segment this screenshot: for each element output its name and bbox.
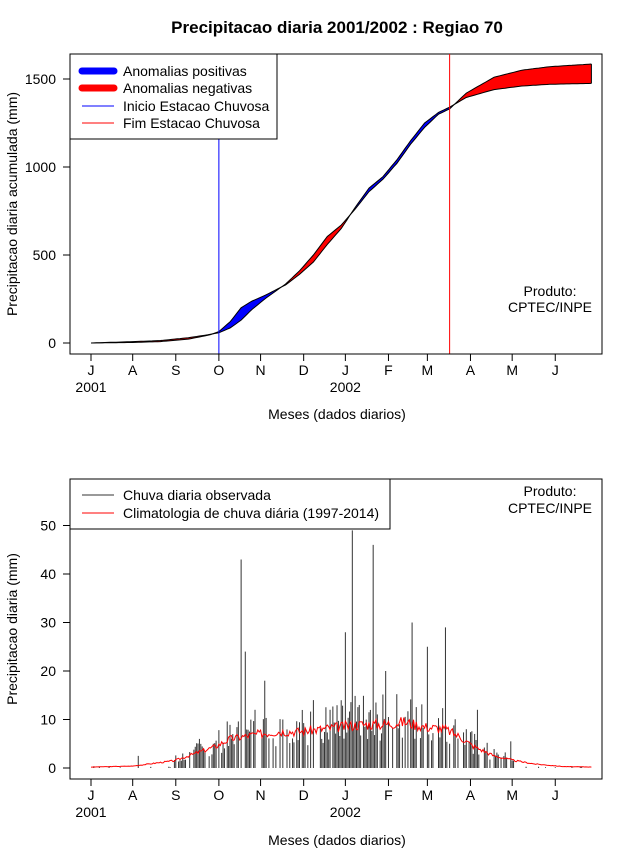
top-x-tick-label: S <box>171 362 180 378</box>
top-x-tick-label: F <box>384 362 393 378</box>
top-x-tick-label: M <box>422 362 434 378</box>
top-x-tick-label: A <box>466 362 476 378</box>
bottom-product-label: Produto: <box>524 483 577 499</box>
bottom-year-label: 2001 <box>75 804 106 820</box>
bottom-x-tick-label: M <box>506 787 518 803</box>
top-product-label: Produto: <box>524 283 577 299</box>
top-y-tick-label: 1000 <box>25 159 56 175</box>
top-y-tick-label: 0 <box>48 335 56 351</box>
bottom-product-source: CPTEC/INPE <box>508 500 592 516</box>
bottom-y-tick-label: 0 <box>48 760 56 776</box>
legend-start-label: Inicio Estacao Chuvosa <box>123 98 270 114</box>
bottom-x-tick-label: A <box>466 787 476 803</box>
bottom-y-tick-label: 10 <box>40 712 56 728</box>
bottom-y-axis-label: Precipitacao diaria (mm) <box>4 553 20 705</box>
legend-observed-label: Chuva diaria observada <box>123 487 271 503</box>
top-x-tick-label: A <box>128 362 138 378</box>
bottom-x-tick-label: N <box>256 787 266 803</box>
top-chart-marks <box>90 54 592 354</box>
bottom-x-tick-label: J <box>552 787 559 803</box>
top-x-tick-label: J <box>552 362 559 378</box>
top-year-label: 2002 <box>330 379 361 395</box>
bottom-x-axis-label: Meses (dados diarios) <box>268 832 406 848</box>
top-x-tick-label: J <box>342 362 349 378</box>
bottom-legend: Chuva diaria observada Climatologia de c… <box>69 478 391 530</box>
bottom-x-tick-label: S <box>171 787 180 803</box>
observed-cumulative-line <box>91 82 592 344</box>
climatology-cumulative-line <box>90 63 592 344</box>
top-y-tick-label: 500 <box>33 247 57 263</box>
top-legend: Anomalias positivas Anomalias negativas … <box>69 53 278 140</box>
bottom-y-tick-label: 30 <box>40 615 56 631</box>
legend-end-label: Fim Estacao Chuvosa <box>123 115 260 131</box>
top-x-axis-label: Meses (dados diarios) <box>268 406 406 422</box>
climatology-daily-line <box>91 717 592 768</box>
bottom-x-tick-label: J <box>88 787 95 803</box>
top-x-tick-label: D <box>299 362 309 378</box>
bottom-x-tick-label: D <box>299 787 309 803</box>
legend-negative-label: Anomalias negativas <box>123 80 252 96</box>
bottom-y-tick-label: 40 <box>40 566 56 582</box>
top-y-axis-label: Precipitacao diaria acumulada (mm) <box>4 92 20 316</box>
bottom-legend-box <box>69 478 391 530</box>
top-x-tick-label: M <box>506 362 518 378</box>
anomaly-negative-area <box>282 215 350 287</box>
bottom-year-label: 2002 <box>330 804 361 820</box>
top-x-tick-label: O <box>213 362 224 378</box>
top-year-label: 2001 <box>75 379 106 395</box>
top-x-tick-label: J <box>88 362 95 378</box>
bottom-y-tick-label: 50 <box>40 518 56 534</box>
bottom-x-tick-label: J <box>342 787 349 803</box>
top-x-tick-label: N <box>256 362 266 378</box>
bottom-chart-marks <box>91 530 592 768</box>
top-y-tick-label: 1500 <box>25 71 56 87</box>
top-product-source: CPTEC/INPE <box>508 299 592 315</box>
bottom-x-tick-label: O <box>213 787 224 803</box>
legend-positive-label: Anomalias positivas <box>123 63 247 79</box>
chart-title: Precipitacao diaria 2001/2002 : Regiao 7… <box>171 18 503 37</box>
bottom-x-tick-label: F <box>384 787 393 803</box>
anomaly-positive-area <box>350 104 454 214</box>
bottom-x-tick-label: M <box>422 787 434 803</box>
bottom-y-tick-label: 20 <box>40 663 56 679</box>
anomaly-negative-area <box>455 64 592 104</box>
bottom-x-tick-label: A <box>128 787 138 803</box>
legend-climatology-label: Climatologia de chuva diária (1997-2014) <box>123 505 379 521</box>
